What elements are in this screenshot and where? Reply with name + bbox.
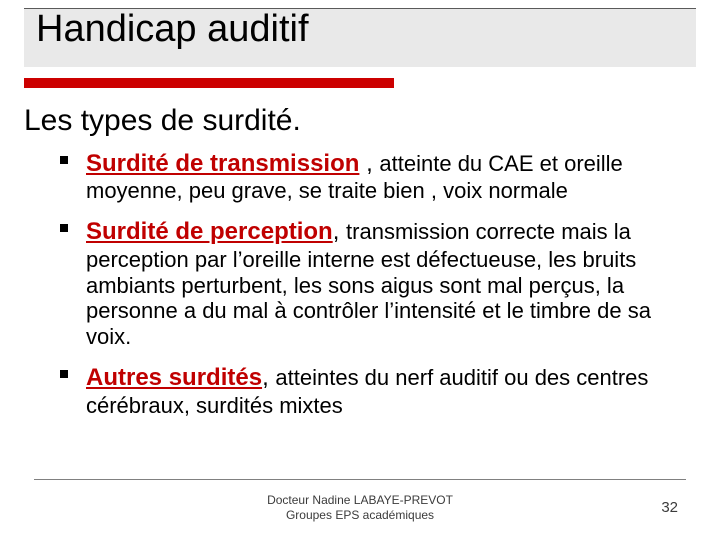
bullet-icon <box>60 224 68 232</box>
content-area: Surdité de transmission , atteinte du CA… <box>60 150 682 433</box>
footer-line2: Groupes EPS académiques <box>0 508 720 524</box>
footer-line1: Docteur Nadine LABAYE-PREVOT <box>0 493 720 509</box>
bullet-icon <box>60 156 68 164</box>
item-lead: Autres surdités <box>86 364 262 391</box>
bullet-icon <box>60 370 68 378</box>
item-lead: Surdité de perception <box>86 218 333 245</box>
list-item: Surdité de perception, transmission corr… <box>60 218 682 350</box>
slide-subtitle: Les types de surdité. <box>24 104 301 138</box>
footer-divider <box>34 479 686 480</box>
footer-text: Docteur Nadine LABAYE-PREVOT Groupes EPS… <box>0 493 720 524</box>
item-lead: Surdité de transmission <box>86 150 359 177</box>
item-sep: , <box>333 218 346 245</box>
slide: Handicap auditif Les types de surdité. S… <box>0 0 720 540</box>
list-item: Autres surdités, atteintes du nerf audit… <box>60 364 682 418</box>
slide-title: Handicap auditif <box>36 8 309 51</box>
item-sep: , <box>359 150 379 177</box>
page-number: 32 <box>661 499 678 516</box>
red-rule <box>24 78 394 88</box>
item-sep: , <box>262 364 275 391</box>
list-item: Surdité de transmission , atteinte du CA… <box>60 150 682 204</box>
